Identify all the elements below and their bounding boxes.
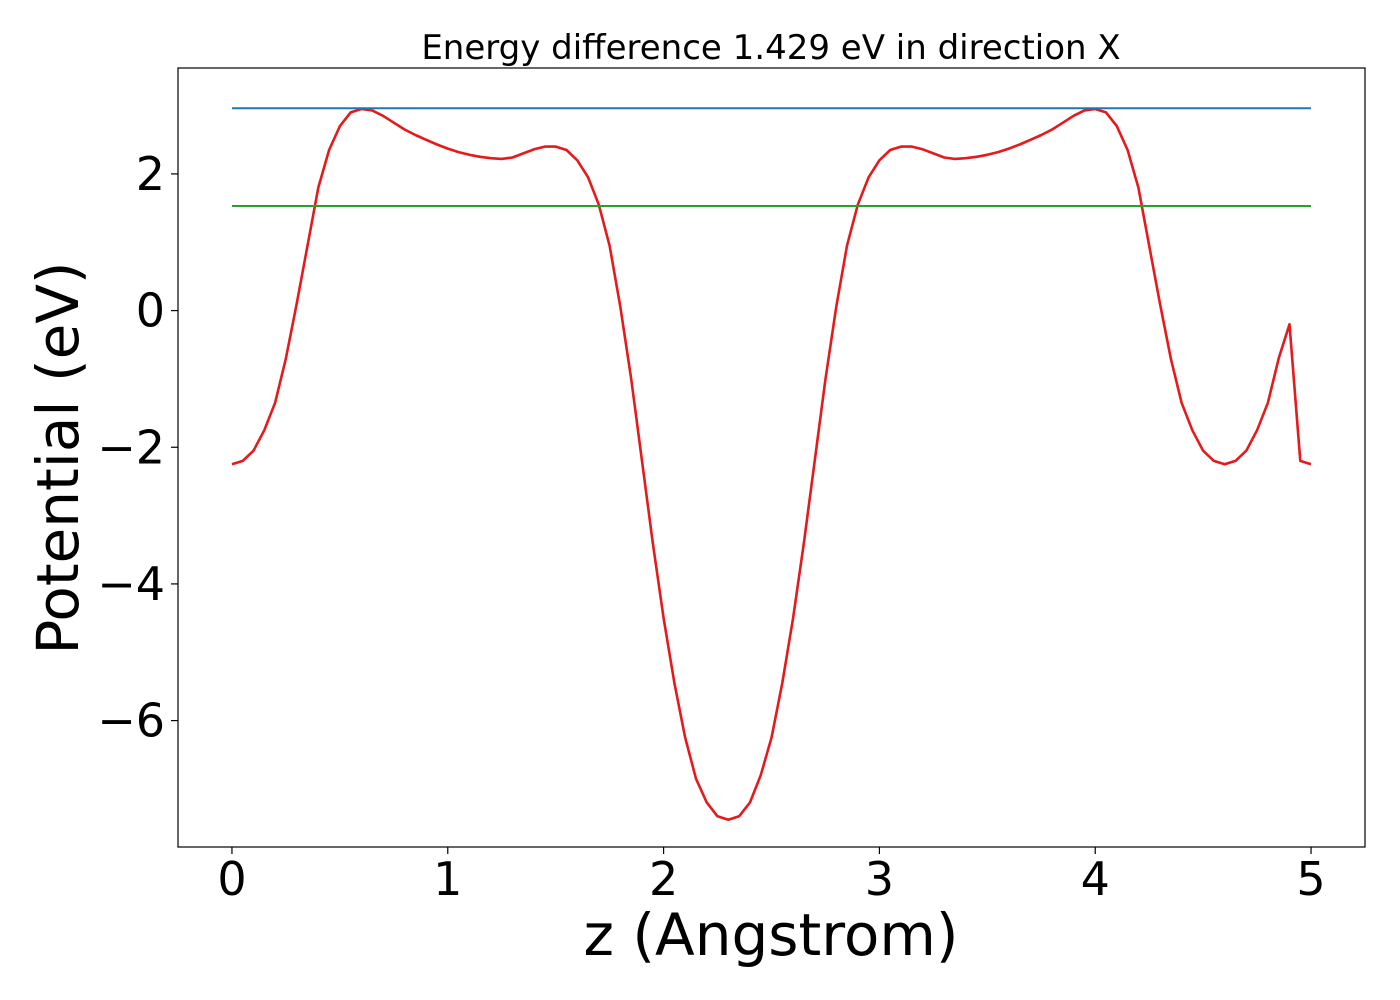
x-axis-label: z (Angstrom) bbox=[584, 901, 959, 969]
chart-title: Energy difference 1.429 eV in direction … bbox=[421, 28, 1120, 68]
plot-frame bbox=[177, 67, 1366, 848]
y-tick-label: −2 bbox=[97, 420, 165, 474]
y-tick-label: −4 bbox=[97, 557, 165, 611]
x-tick-label: 1 bbox=[433, 852, 462, 906]
series-line-0 bbox=[231, 107, 1312, 822]
y-axis-ticks: −6 −4 −2 0 2 bbox=[97, 147, 178, 748]
x-tick-label: 2 bbox=[649, 852, 678, 906]
x-tick-label: 5 bbox=[1296, 852, 1325, 906]
y-tick-label: 2 bbox=[136, 147, 165, 201]
plot-area bbox=[231, 107, 1312, 822]
y-axis-label: Potential (eV) bbox=[24, 261, 92, 654]
x-axis-ticks: 0 1 2 3 4 5 bbox=[217, 847, 1326, 906]
x-tick-label: 3 bbox=[865, 852, 894, 906]
x-tick-label: 4 bbox=[1081, 852, 1110, 906]
x-tick-label: 0 bbox=[217, 852, 246, 906]
y-tick-label: −6 bbox=[97, 694, 165, 748]
y-tick-label: 0 bbox=[136, 284, 165, 338]
